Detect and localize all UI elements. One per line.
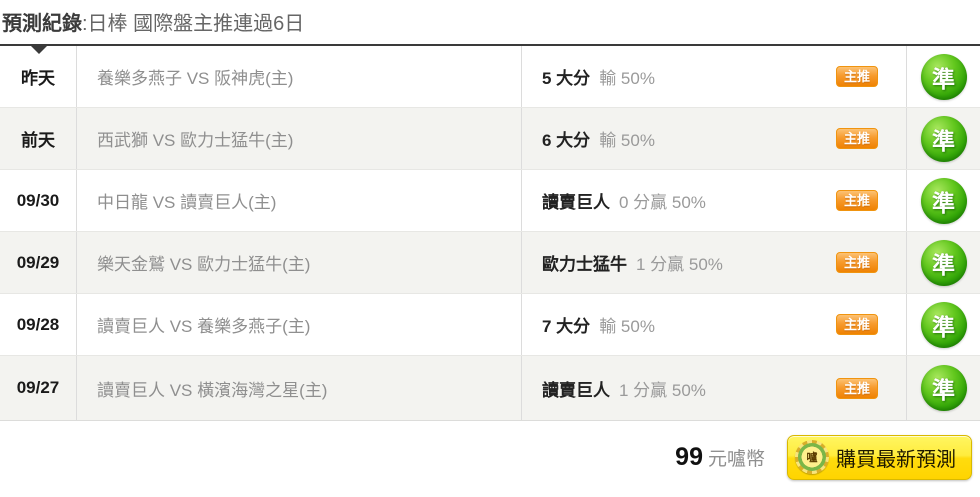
table-row: 09/30 中日龍 VS 讀賣巨人(主) 讀賣巨人 0 分贏 50% 主推 準 [0,170,980,232]
accurate-stamp-icon: 準 [920,177,967,224]
row-pick: 讀賣巨人 [542,380,610,400]
table-row: 09/28 讀賣巨人 VS 養樂多燕子(主) 7 大分 輸 50% 主推 準 [0,294,980,356]
row-result-cell: 讀賣巨人 1 分贏 50% 主推 [521,356,906,420]
row-date: 昨天 [21,69,55,88]
row-date: 09/30 [16,190,60,210]
coin-seal-icon: 嚧 [795,440,829,474]
main-pick-badge: 主推 [835,66,878,87]
row-matchup: 中日龍 VS 讀賣巨人(主) [76,170,521,231]
row-result-cell: 歐力士猛牛 1 分贏 50% 主推 [521,232,906,293]
row-outcome: 0 分贏 50% [619,193,706,212]
buy-button-label: 購買最新預測 [836,448,956,471]
row-matchup: 讀賣巨人 VS 橫濱海灣之星(主) [76,356,521,420]
row-date: 09/28 [16,314,60,334]
row-outcome: 輸 50% [599,69,655,88]
row-status-cell: 準 [906,356,980,420]
price-value: 99 [675,442,703,471]
page-title-subject: :日棒 國際盤主推連過6日 [82,13,305,35]
row-outcome: 輸 50% [599,317,655,336]
active-row-pointer-icon [31,46,47,54]
accurate-stamp-icon: 準 [920,301,967,348]
table-row: 昨天 養樂多燕子 VS 阪神虎(主) 5 大分 輸 50% 主推 準 [0,46,980,108]
row-pick: 5 大分 [542,69,591,88]
row-pick: 6 大分 [542,131,591,150]
buy-latest-prediction-button[interactable]: 嚧 購買最新預測 [787,434,972,480]
row-matchup: 讀賣巨人 VS 養樂多燕子(主) [76,294,521,355]
main-pick-badge: 主推 [835,128,878,149]
row-matchup: 養樂多燕子 VS 阪神虎(主) [76,46,521,107]
row-matchup: 樂天金鷲 VS 歐力士猛牛(主) [76,232,521,293]
row-status-cell: 準 [906,108,980,169]
table-row: 前天 西武獅 VS 歐力士猛牛(主) 6 大分 輸 50% 主推 準 [0,108,980,170]
row-outcome: 1 分贏 50% [636,255,723,274]
main-pick-badge: 主推 [835,377,878,399]
row-date: 09/27 [16,378,60,397]
accurate-stamp-icon: 準 [920,365,967,411]
table-row: 09/27 讀賣巨人 VS 橫濱海灣之星(主) 讀賣巨人 1 分贏 50% 主推… [0,356,980,420]
row-result-cell: 讀賣巨人 0 分贏 50% 主推 [521,170,906,231]
row-status-cell: 準 [906,232,980,293]
row-result-cell: 7 大分 輸 50% 主推 [521,294,906,355]
row-matchup: 西武獅 VS 歐力士猛牛(主) [76,108,521,169]
row-pick: 歐力士猛牛 [542,255,627,274]
row-result-cell: 5 大分 輸 50% 主推 [521,46,906,107]
page-title-label: 預測紀錄 [2,13,82,35]
coin-seal-ring: 嚧 [798,443,826,471]
table-row: 09/29 樂天金鷲 VS 歐力士猛牛(主) 歐力士猛牛 1 分贏 50% 主推… [0,232,980,294]
row-status-cell: 準 [906,46,980,107]
price-currency-label: 元嚧幣 [707,448,765,470]
main-pick-badge: 主推 [835,314,878,335]
row-pick: 讀賣巨人 [542,193,610,212]
row-outcome: 1 分贏 50% [619,380,706,400]
page-title: 預測紀錄:日棒 國際盤主推連過6日 [2,7,980,36]
row-status-cell: 準 [906,170,980,231]
row-pick: 7 大分 [542,317,591,336]
row-result-cell: 6 大分 輸 50% 主推 [521,108,906,169]
accurate-stamp-icon: 準 [920,53,967,100]
accurate-stamp-icon: 準 [920,115,967,162]
main-pick-badge: 主推 [835,252,878,273]
main-pick-badge: 主推 [835,190,878,211]
purchase-footer: 99 元嚧幣 嚧 購買最新預測 [0,421,980,493]
row-status-cell: 準 [906,294,980,355]
accurate-stamp-icon: 準 [920,239,967,286]
coin-seal-character: 嚧 [806,452,818,464]
row-date: 09/29 [16,252,60,272]
prediction-record-table: 昨天 養樂多燕子 VS 阪神虎(主) 5 大分 輸 50% 主推 準 前天 西武… [0,44,980,421]
page-header: 預測紀錄:日棒 國際盤主推連過6日 [0,0,980,44]
row-outcome: 輸 50% [599,131,655,150]
row-date: 前天 [21,131,55,150]
